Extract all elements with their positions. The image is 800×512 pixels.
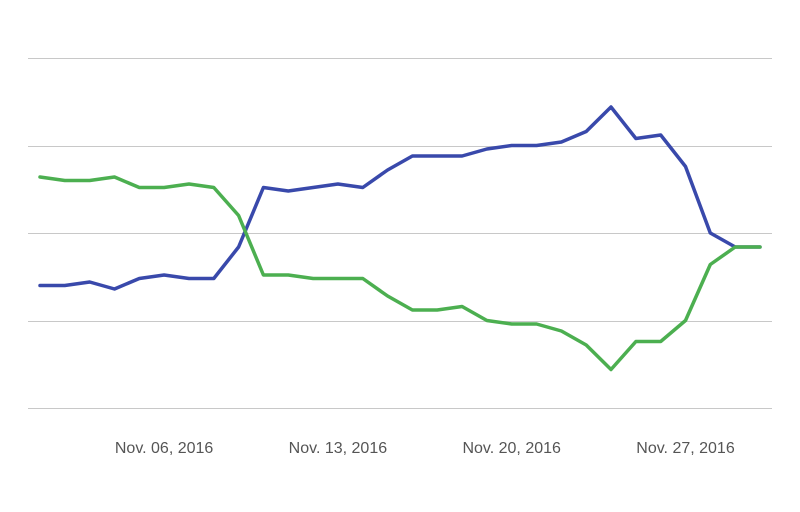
x-axis-tick-labels: Nov. 06, 2016 Nov. 13, 2016 Nov. 20, 2016 N… xyxy=(115,440,735,457)
gridlines xyxy=(28,58,772,409)
x-tick-label-3: Nov. 27, 2016 xyxy=(636,440,735,457)
series-lines xyxy=(38,105,762,372)
series-line-2 xyxy=(38,175,762,372)
series-line-1 xyxy=(38,105,762,291)
x-tick-label-1: Nov. 13, 2016 xyxy=(289,440,388,457)
x-tick-label-2: Nov. 20, 2016 xyxy=(462,440,561,457)
x-tick-label-0: Nov. 06, 2016 xyxy=(115,440,214,457)
